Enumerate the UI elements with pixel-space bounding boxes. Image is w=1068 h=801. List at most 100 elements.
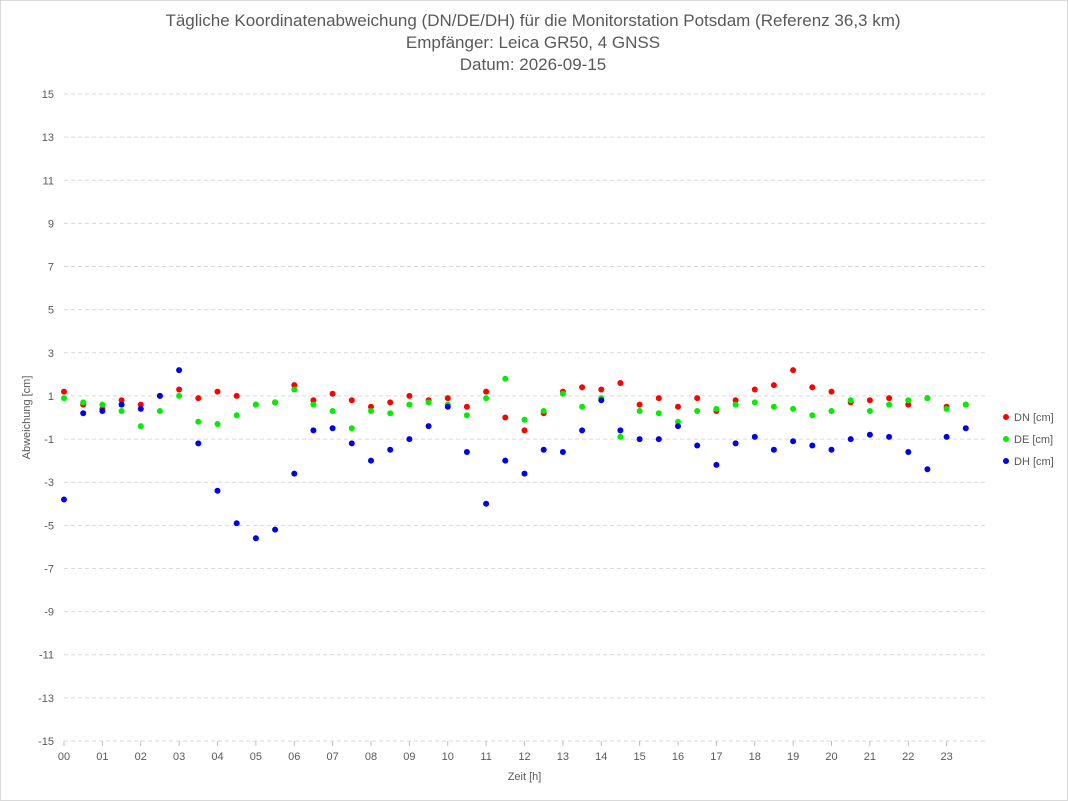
data-point xyxy=(886,395,893,402)
data-point xyxy=(368,403,374,410)
legend-label: DE [cm] xyxy=(1014,434,1053,446)
data-point xyxy=(943,433,950,440)
y-tick-label: -7 xyxy=(44,563,54,575)
data-point xyxy=(675,403,681,410)
data-point xyxy=(272,526,279,533)
data-point xyxy=(176,367,183,374)
y-tick-label: 5 xyxy=(48,305,54,317)
data-point xyxy=(636,408,643,414)
x-tick-label: 03 xyxy=(173,751,185,763)
data-point xyxy=(732,401,739,408)
data-point xyxy=(636,436,643,443)
x-tick-label: 10 xyxy=(442,751,454,763)
data-point xyxy=(866,408,873,414)
data-point xyxy=(962,401,969,408)
data-point xyxy=(924,395,931,402)
data-point xyxy=(233,412,240,419)
data-point xyxy=(617,433,624,440)
data-point xyxy=(310,401,317,408)
data-point xyxy=(329,408,336,414)
data-point xyxy=(540,408,547,414)
x-tick-label: 20 xyxy=(825,751,837,763)
data-point xyxy=(579,384,586,391)
data-point xyxy=(80,410,87,417)
y-tick-label: 7 xyxy=(48,262,54,274)
data-point xyxy=(387,446,394,453)
data-point xyxy=(463,412,470,419)
data-point xyxy=(694,395,701,402)
chart-titles: Tägliche Koordinatenabweichung (DN/DE/DH… xyxy=(0,10,1066,76)
data-point xyxy=(809,384,816,391)
data-point xyxy=(694,442,701,449)
data-point xyxy=(195,395,202,402)
data-point xyxy=(713,405,720,412)
data-point xyxy=(406,392,413,399)
data-point xyxy=(790,405,797,412)
data-point xyxy=(655,395,662,402)
x-tick-label: 06 xyxy=(288,751,300,763)
data-point xyxy=(655,410,662,417)
data-point xyxy=(905,401,912,408)
data-point xyxy=(99,401,106,408)
data-point xyxy=(579,403,586,410)
chart-subtitle-receiver: Empfänger: Leica GR50, 4 GNSS xyxy=(405,33,661,52)
legend-label: DN [cm] xyxy=(1014,412,1054,424)
x-tick-label: 13 xyxy=(557,751,569,763)
x-tick-label: 16 xyxy=(672,751,684,763)
data-point xyxy=(310,427,317,434)
data-point xyxy=(847,436,854,443)
legend-marker xyxy=(1003,436,1009,442)
data-point xyxy=(828,446,835,453)
y-tick-label: -11 xyxy=(39,650,54,662)
y-tick-label: 3 xyxy=(48,348,54,360)
data-point xyxy=(886,433,893,440)
data-point xyxy=(770,403,777,410)
data-point xyxy=(521,470,528,477)
data-point xyxy=(559,390,566,397)
data-point xyxy=(444,403,451,410)
data-point xyxy=(617,380,624,386)
x-axis-ticks: 00 01 02 03 04 05 06 07 08 09 10 11 12 13 14 15 16 17 18 19… xyxy=(58,741,953,763)
data-point xyxy=(463,403,470,410)
data-point xyxy=(732,440,739,447)
data-point xyxy=(675,418,681,425)
data-point xyxy=(540,446,547,453)
data-point xyxy=(137,405,144,412)
data-point xyxy=(732,397,739,404)
data-point xyxy=(329,425,336,432)
data-point xyxy=(406,436,413,443)
data-point xyxy=(61,388,67,395)
data-point xyxy=(329,390,336,397)
legend-marker xyxy=(1003,414,1009,420)
data-point xyxy=(751,399,758,406)
data-point xyxy=(502,457,509,464)
x-tick-label: 01 xyxy=(96,751,108,763)
y-tick-label: -3 xyxy=(44,477,54,489)
y-tick-label: -9 xyxy=(44,607,54,619)
data-point xyxy=(214,421,221,427)
x-tick-label: 14 xyxy=(595,751,607,763)
chart-subtitle-date: Datum: 2026-09-15 xyxy=(459,55,607,74)
y-tick-label: 11 xyxy=(43,175,54,187)
data-point xyxy=(790,438,797,445)
data-point xyxy=(118,401,125,408)
data-point xyxy=(99,408,106,414)
x-tick-label: 23 xyxy=(941,751,953,763)
x-tick-label: 08 xyxy=(365,751,377,763)
x-tick-label: 05 xyxy=(250,751,262,763)
x-tick-label: 22 xyxy=(902,751,914,763)
y-tick-label: -15 xyxy=(38,736,54,748)
data-point xyxy=(559,449,566,455)
data-point xyxy=(80,399,87,406)
data-point xyxy=(61,395,67,402)
data-point xyxy=(176,392,183,399)
data-point xyxy=(905,449,912,455)
x-tick-label: 04 xyxy=(211,751,223,763)
data-point xyxy=(886,401,893,408)
data-point xyxy=(655,436,662,443)
data-point xyxy=(770,446,777,453)
y-tick-label: 1 xyxy=(48,391,54,403)
data-point xyxy=(521,427,528,434)
data-point xyxy=(828,408,835,414)
data-point xyxy=(252,535,259,542)
